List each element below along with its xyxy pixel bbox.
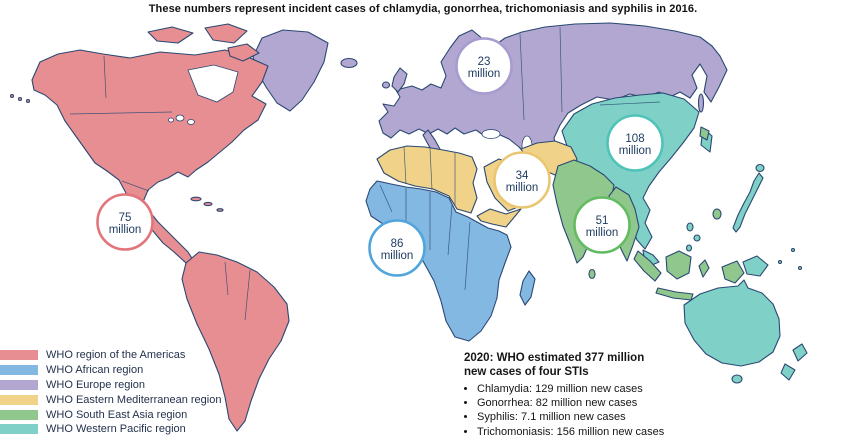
north-africa — [376, 145, 478, 214]
legend: WHO region of the Americas WHO African r… — [0, 348, 221, 437]
cases-bubble-south-east-asia: 51 million — [573, 196, 631, 254]
bubble-circle — [96, 193, 154, 251]
bubble-value: 23 — [478, 56, 491, 68]
legend-swatch — [0, 424, 38, 435]
ireland — [381, 81, 391, 89]
legend-label: WHO Eastern Mediterranean region — [46, 393, 222, 406]
legend-label: WHO region of the Americas — [46, 349, 186, 362]
aleutian-islands — [9, 93, 15, 99]
sumatra — [633, 250, 662, 282]
summary-heading-line1: 2020: WHO estimated 377 million — [464, 352, 645, 364]
summary-bullet: Syphilis: 7.1 million new cases — [477, 410, 724, 424]
legend-swatch — [0, 379, 38, 390]
bubble-value: 75 — [119, 212, 132, 224]
region-americas — [9, 23, 290, 432]
legend-item-eastern-mediterranean: WHO Eastern Mediterranean region — [0, 392, 221, 407]
summary-2020: 2020: WHO estimated 377 million new case… — [464, 351, 724, 439]
madagascar — [519, 270, 536, 306]
bubble-circle — [493, 151, 551, 209]
bubble-unit: million — [381, 250, 414, 262]
summary-bullet-list: Chlamydia: 129 million new cases Gonorrh… — [477, 382, 724, 439]
south-america — [181, 251, 290, 432]
sulawesi — [698, 259, 710, 278]
sri-lanka — [588, 268, 596, 280]
map-title: These numbers represent incident cases o… — [148, 3, 698, 15]
legend-label: WHO South East Asia region — [46, 408, 188, 421]
arctic-islands — [147, 26, 194, 44]
summary-bullet: Chlamydia: 129 million new cases — [477, 382, 724, 396]
japan — [732, 172, 764, 233]
java — [655, 287, 694, 301]
bubble-circle — [606, 114, 664, 172]
legend-item-south-east-asia: WHO South East Asia region — [0, 407, 221, 422]
summary-bullet: Gonorrhea: 82 million new cases — [477, 396, 724, 410]
black-sea — [481, 129, 501, 139]
borneo — [665, 250, 692, 280]
cuba — [190, 196, 202, 202]
philippines — [686, 222, 694, 232]
bubble-circle — [368, 219, 426, 277]
west-papua — [721, 260, 745, 284]
bubble-value: 34 — [516, 170, 529, 182]
legend-swatch — [0, 350, 38, 361]
hokkaido — [755, 163, 765, 173]
summary-bullet: Trichomoniasis: 156 million new cases — [477, 425, 724, 439]
bubble-unit: million — [468, 68, 501, 80]
papua-new-guinea — [742, 255, 769, 277]
legend-label: WHO African region — [46, 364, 144, 377]
legend-item-western-pacific: WHO Western Pacific region — [0, 422, 221, 437]
australia — [683, 279, 781, 367]
legend-swatch — [0, 394, 38, 405]
summary-heading-line2: new cases of four STIs — [464, 366, 589, 378]
bubble-unit: million — [506, 182, 539, 194]
lakes-and-bays — [168, 64, 239, 125]
bubble-circle — [455, 37, 513, 95]
united-kingdom — [391, 67, 408, 93]
great-lakes — [175, 114, 185, 122]
legend-item-europe: WHO Europe region — [0, 378, 221, 393]
new-zealand — [792, 343, 808, 362]
bubble-unit: million — [619, 145, 652, 157]
legend-item-african: WHO African region — [0, 363, 221, 378]
legend-swatch — [0, 365, 38, 376]
bubble-unit: million — [586, 227, 619, 239]
bubble-unit: million — [109, 224, 142, 236]
legend-swatch — [0, 409, 38, 420]
cases-bubble-western-pacific: 108 million — [606, 114, 664, 172]
north-korea — [699, 126, 710, 141]
bubble-value: 108 — [625, 133, 644, 145]
hudson-bay — [187, 64, 239, 103]
hispaniola — [203, 201, 213, 207]
legend-item-americas: WHO region of the Americas — [0, 348, 221, 363]
horn-of-africa — [476, 208, 522, 228]
cases-bubble-europe: 23 million — [455, 37, 513, 95]
greenland — [252, 29, 329, 112]
bubble-value: 51 — [596, 215, 609, 227]
legend-label: WHO Europe region — [46, 378, 146, 391]
cases-bubble-african: 86 million — [368, 219, 426, 277]
country-borders — [69, 26, 661, 321]
tasmania — [731, 374, 743, 384]
bubble-circle — [573, 196, 631, 254]
legend-label: WHO Western Pacific region — [46, 423, 186, 436]
north-america — [31, 49, 269, 264]
iceland — [340, 57, 358, 69]
sakhalin-island — [697, 93, 705, 113]
cases-bubble-eastern-mediterranean: 34 million — [493, 151, 551, 209]
bubble-value: 86 — [391, 238, 404, 250]
cases-bubble-americas: 75 million — [96, 193, 154, 251]
